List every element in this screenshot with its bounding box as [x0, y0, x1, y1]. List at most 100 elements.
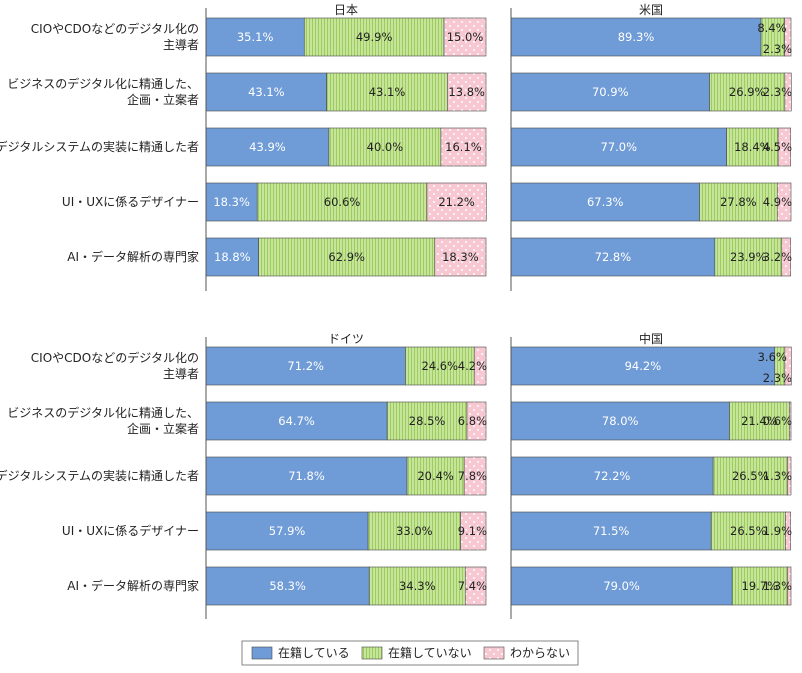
- data-label: 2.3%: [763, 85, 792, 99]
- category-label: 企画・立案者: [127, 92, 199, 107]
- category-label: ビジネスのデジタル化に精通した、: [7, 405, 199, 420]
- bar-segment-present: [205, 17, 305, 57]
- data-label: 3.2%: [763, 250, 792, 264]
- data-label: 26.5%: [732, 469, 769, 483]
- data-label: 13.8%: [448, 85, 485, 99]
- data-label: 71.8%: [288, 469, 325, 483]
- bar-segment-absent: [326, 72, 448, 112]
- bar-segment-unknown: [785, 511, 792, 551]
- bar-segment-absent: [714, 237, 783, 277]
- bar-segment-unknown: [447, 72, 487, 112]
- bar-segment-unknown: [789, 401, 792, 441]
- data-label: 89.3%: [618, 30, 655, 44]
- data-label: 79.0%: [603, 579, 640, 593]
- bar-segment-present: [205, 237, 259, 277]
- data-label: 49.9%: [356, 30, 393, 44]
- data-label: 19.7%: [742, 579, 779, 593]
- data-label: 15.0%: [447, 30, 484, 44]
- data-label: 9.1%: [458, 524, 487, 538]
- bar-segment-present: [510, 346, 776, 386]
- data-label: 1.3%: [763, 469, 792, 483]
- data-label: 57.9%: [269, 524, 306, 538]
- bar-segment-present: [510, 511, 712, 551]
- category-label: デジタルシステムの実装に精通した者: [0, 468, 199, 483]
- bar-segment-present: [510, 456, 714, 496]
- bar-segment-absent: [406, 456, 465, 496]
- bar-segment-unknown: [787, 456, 792, 496]
- legend-label: 在籍していない: [388, 645, 472, 660]
- legend-box: [241, 640, 579, 666]
- data-label: 27.8%: [720, 195, 757, 209]
- legend-swatch: [361, 646, 383, 660]
- data-label: 43.9%: [249, 140, 286, 154]
- data-label: 18.3%: [442, 250, 479, 264]
- category-label: CIOやCDOなどのデジタル化の: [31, 21, 199, 36]
- data-label: 4.2%: [458, 359, 487, 373]
- bar-segment-present: [205, 566, 370, 606]
- data-label: 43.1%: [248, 85, 285, 99]
- data-label: 67.3%: [587, 195, 624, 209]
- panel-title: 日本: [334, 3, 358, 17]
- data-label: 7.8%: [458, 469, 487, 483]
- panel-title: 米国: [639, 3, 663, 17]
- data-label: 21.4%: [741, 414, 778, 428]
- category-label: AI・データ解析の専門家: [67, 249, 199, 264]
- bar-segment-absent: [368, 566, 466, 606]
- legend: 在籍している 在籍していない わからない: [241, 640, 579, 666]
- panel-title: 中国: [639, 331, 663, 346]
- bar-segment-unknown: [776, 182, 792, 222]
- data-label: 40.0%: [367, 140, 404, 154]
- bar-segment-unknown: [784, 17, 792, 57]
- data-label: 1.9%: [763, 524, 792, 538]
- data-label: 60.6%: [324, 195, 361, 209]
- data-label: 28.5%: [409, 414, 446, 428]
- bar-segment-absent: [699, 182, 778, 222]
- data-label: 2.3%: [763, 371, 792, 385]
- data-label: 6.8%: [458, 414, 487, 428]
- data-label: 71.5%: [593, 524, 630, 538]
- data-label: 1.3%: [763, 579, 792, 593]
- bar-segment-unknown: [781, 237, 792, 277]
- bar-segment-unknown: [466, 401, 487, 441]
- data-label: 20.4%: [417, 469, 454, 483]
- bar-segment-unknown: [426, 182, 487, 222]
- bar-segment-unknown: [443, 17, 487, 57]
- bar-segment-present: [510, 237, 716, 277]
- data-label: 70.9%: [592, 85, 629, 99]
- category-label: UI・UXに係るデザイナー: [62, 194, 199, 209]
- panel: ドイツ 71.2% 24.6% 4.2% 64.7% 28.5% 6.8% 71.8% 20.4…: [205, 332, 487, 619]
- category-label: 主導者: [163, 38, 199, 52]
- category-label: CIOやCDOなどのデジタル化の: [31, 350, 199, 365]
- bar-segment-absent: [726, 127, 779, 167]
- data-label: 7.4%: [458, 579, 487, 593]
- data-label: 72.2%: [594, 469, 631, 483]
- data-label: 4.9%: [763, 195, 792, 209]
- data-label: 18.8%: [214, 250, 251, 264]
- panel-title: ドイツ: [328, 332, 364, 346]
- category-label: 企画・立案者: [127, 421, 199, 436]
- data-label: 4.5%: [763, 140, 792, 154]
- bar-segment-unknown: [440, 127, 487, 167]
- bar-segment-absent: [303, 17, 445, 57]
- data-label: 43.1%: [369, 85, 406, 99]
- bar-segment-unknown: [460, 511, 487, 551]
- bar-segment-present: [510, 182, 700, 222]
- bar-segment-absent: [328, 127, 442, 167]
- data-label: 58.3%: [269, 579, 306, 593]
- panel: 日本 35.1% 49.9% 15.0% 43.1% 43.1% 13.8% 43.9% 40.…: [205, 3, 487, 291]
- bar-segment-unknown: [784, 72, 792, 112]
- bar-segment-present: [510, 72, 710, 112]
- bar-segment-absent: [258, 237, 436, 277]
- bar-segment-absent: [729, 401, 790, 441]
- bar-segment-present: [205, 401, 388, 441]
- data-label: 8.4%: [757, 21, 786, 35]
- bar-segment-unknown: [473, 346, 487, 386]
- data-label: 78.0%: [602, 414, 639, 428]
- data-label: 24.6%: [422, 359, 459, 373]
- bar-segment-unknown: [464, 566, 487, 606]
- data-label: 23.9%: [730, 250, 767, 264]
- data-label: 26.5%: [730, 524, 767, 538]
